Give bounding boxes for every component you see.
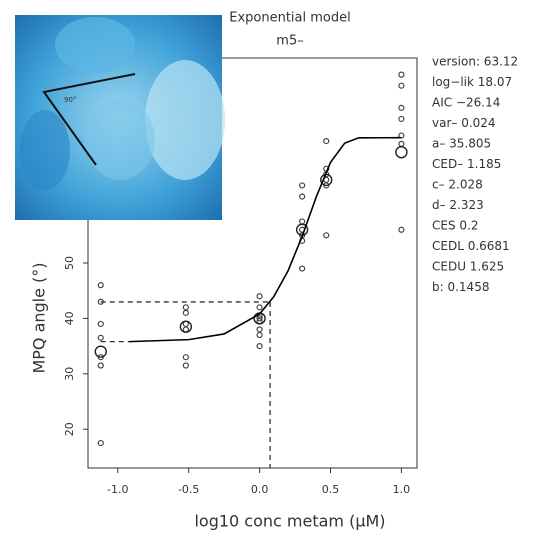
point xyxy=(97,362,104,369)
photo-blob xyxy=(55,17,135,73)
inset-photo: 90° xyxy=(15,15,225,220)
point xyxy=(398,140,405,147)
point xyxy=(299,193,306,200)
model-annotation: CEDU 1.625 xyxy=(432,260,504,274)
y-axis-label: MPQ angle (°) xyxy=(30,262,49,373)
point xyxy=(182,362,189,369)
point xyxy=(323,232,330,239)
model-annotation: a– 35.805 xyxy=(432,137,491,151)
x-tick-label: 0.0 xyxy=(251,483,269,496)
model-annotation: AIC −26.14 xyxy=(432,96,500,110)
point xyxy=(299,265,306,272)
fit-curve xyxy=(129,136,402,343)
point xyxy=(299,182,306,189)
point xyxy=(182,304,189,311)
model-annotation: var– 0.024 xyxy=(432,116,496,130)
point xyxy=(97,320,104,328)
point xyxy=(182,354,189,361)
chart-title: Exponential model xyxy=(229,11,351,26)
point xyxy=(97,334,104,341)
point xyxy=(256,304,263,311)
point xyxy=(398,226,405,233)
model-annotation: d– 2.323 xyxy=(432,198,484,212)
mean-point xyxy=(179,320,193,333)
model-annotation: version: 63.12 xyxy=(432,55,518,69)
model-annotation: log−lik 18.07 xyxy=(432,75,512,89)
x-tick-label: 1.0 xyxy=(393,483,411,496)
annotations: version: 63.12 log−lik 18.07 AIC −26.14 var… xyxy=(432,55,518,295)
point xyxy=(97,439,104,447)
point xyxy=(299,218,306,225)
plot-area: -1.0-0.50.00.51.02030405060 xyxy=(63,71,411,496)
x-axis-label: log10 conc metam (μM) xyxy=(194,512,385,531)
point xyxy=(398,104,405,111)
point xyxy=(256,293,263,300)
model-annotation: CEDL 0.6681 xyxy=(432,239,510,253)
angle-lines xyxy=(42,73,136,166)
photo-blob xyxy=(145,60,225,180)
point xyxy=(256,343,263,350)
model-annotation: CED– 1.185 xyxy=(432,157,501,171)
x-tick-label: -1.0 xyxy=(107,483,128,496)
chart-subtitle: m5– xyxy=(276,34,303,49)
point xyxy=(398,82,405,89)
y-tick-label: 20 xyxy=(63,422,76,436)
x-tick-label: -0.5 xyxy=(178,483,199,496)
y-tick-label: 30 xyxy=(63,367,76,381)
point xyxy=(323,138,330,145)
photo-blob xyxy=(85,100,155,180)
point xyxy=(398,115,405,123)
point xyxy=(256,331,263,339)
y-tick-label: 50 xyxy=(63,256,76,270)
point xyxy=(97,282,104,289)
point xyxy=(182,309,189,316)
mean-point xyxy=(94,345,107,358)
point xyxy=(256,326,263,333)
model-annotation: CES 0.2 xyxy=(432,219,478,233)
point xyxy=(398,71,405,78)
y-tick-label: 40 xyxy=(63,311,76,325)
mean-point xyxy=(395,145,408,159)
point xyxy=(256,315,263,322)
x-tick-label: 0.5 xyxy=(322,483,340,496)
inset-label: 90° xyxy=(64,96,76,104)
model-annotation: c– 2.028 xyxy=(432,178,483,192)
photo-blob xyxy=(20,110,70,190)
model-annotation: b: 0.1458 xyxy=(432,280,489,294)
